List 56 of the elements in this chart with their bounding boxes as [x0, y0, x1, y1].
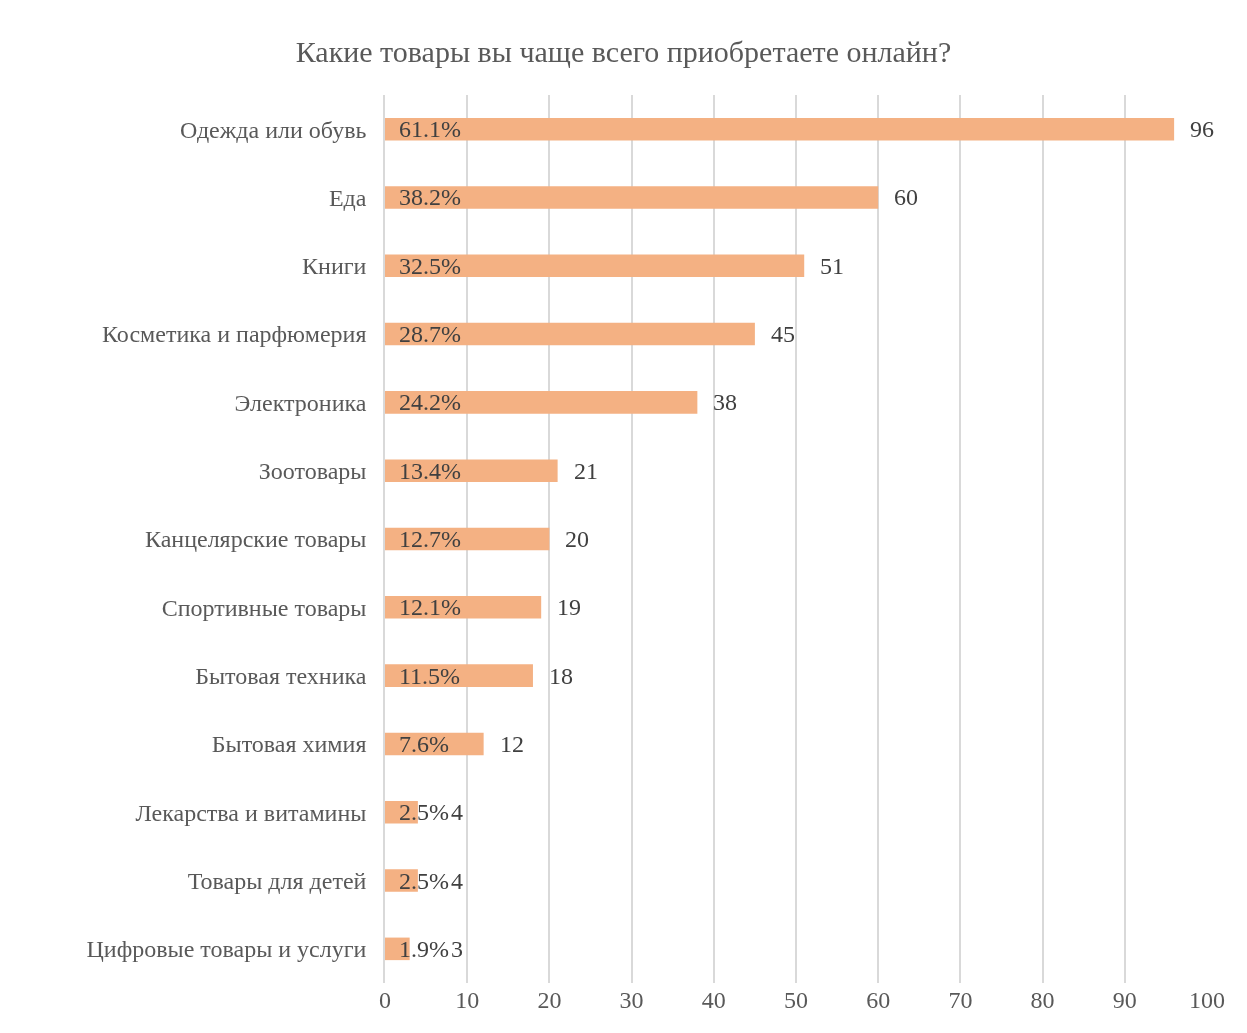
- x-tick-label: 50: [784, 987, 808, 1013]
- annotation: 12.1%: [399, 594, 461, 620]
- annotation: 11.5%: [399, 663, 461, 689]
- annotation: 61.1%: [399, 116, 461, 142]
- y-tick-label: Бытовая химия: [211, 731, 367, 758]
- data-label: 3: [451, 936, 463, 962]
- y-tick-label: Лекарства и витамины: [135, 799, 367, 826]
- data-label: 51: [820, 253, 844, 279]
- y-tick-label: Бытовая техника: [195, 663, 367, 690]
- y-tick-label: Электроника: [234, 389, 367, 416]
- x-tick-label: 20: [537, 987, 562, 1013]
- data-label: 45: [771, 321, 795, 347]
- data-label: 12: [500, 731, 524, 757]
- data-label: 96: [1190, 116, 1214, 142]
- bar: [385, 117, 1175, 141]
- bar: [385, 322, 755, 346]
- x-tick-label: 90: [1112, 987, 1137, 1013]
- annotation: 28.7%: [399, 321, 461, 347]
- y-tick-label: Косметика и парфюмерия: [102, 321, 367, 348]
- data-label: 38: [713, 389, 737, 415]
- data-label: 20: [565, 526, 589, 552]
- data-label: 19: [557, 594, 581, 620]
- y-tick-label: Одежда или обувь: [179, 116, 367, 143]
- bar: [385, 254, 805, 278]
- x-tick-label: 10: [455, 987, 480, 1013]
- x-tick-label: 40: [701, 987, 726, 1013]
- bar: [385, 459, 558, 482]
- x-tick-label: 0: [379, 987, 391, 1013]
- x-tick-label: 60: [866, 987, 891, 1013]
- y-tick-label: Канцелярские товары: [144, 526, 367, 553]
- bar: [385, 664, 533, 687]
- y-tick-label: Зоотовары: [258, 458, 367, 485]
- y-tick-label: Спортивные товары: [161, 594, 367, 621]
- chart-title: Какие товары вы чаще всего приобретаете онлайн?: [295, 35, 952, 69]
- bar: [385, 596, 542, 619]
- y-tick-label: Еда: [328, 184, 367, 211]
- x-tick-label: 30: [619, 987, 644, 1013]
- data-label: 18: [549, 663, 573, 689]
- bar: [385, 186, 879, 209]
- bar: [385, 391, 698, 414]
- x-tick-label: 70: [948, 987, 973, 1013]
- x-tick-label: 100: [1189, 987, 1225, 1013]
- data-label: 4: [451, 868, 463, 894]
- annotation: 38.2%: [399, 184, 461, 210]
- y-tick-label: Книги: [302, 253, 367, 280]
- y-tick-label: Цифровые товары и услуги: [86, 936, 367, 963]
- data-label: 4: [451, 799, 463, 825]
- annotation: 24.2%: [399, 389, 461, 415]
- y-tick-label: Товары для детей: [187, 867, 367, 894]
- annotation: 12.7%: [399, 526, 461, 552]
- data-label: 60: [894, 184, 918, 210]
- annotation: 7.6%: [399, 731, 449, 757]
- annotation: 13.4%: [399, 458, 461, 484]
- annotation: 32.5%: [399, 253, 461, 279]
- x-tick-label: 80: [1030, 987, 1055, 1013]
- data-label: 21: [574, 458, 598, 484]
